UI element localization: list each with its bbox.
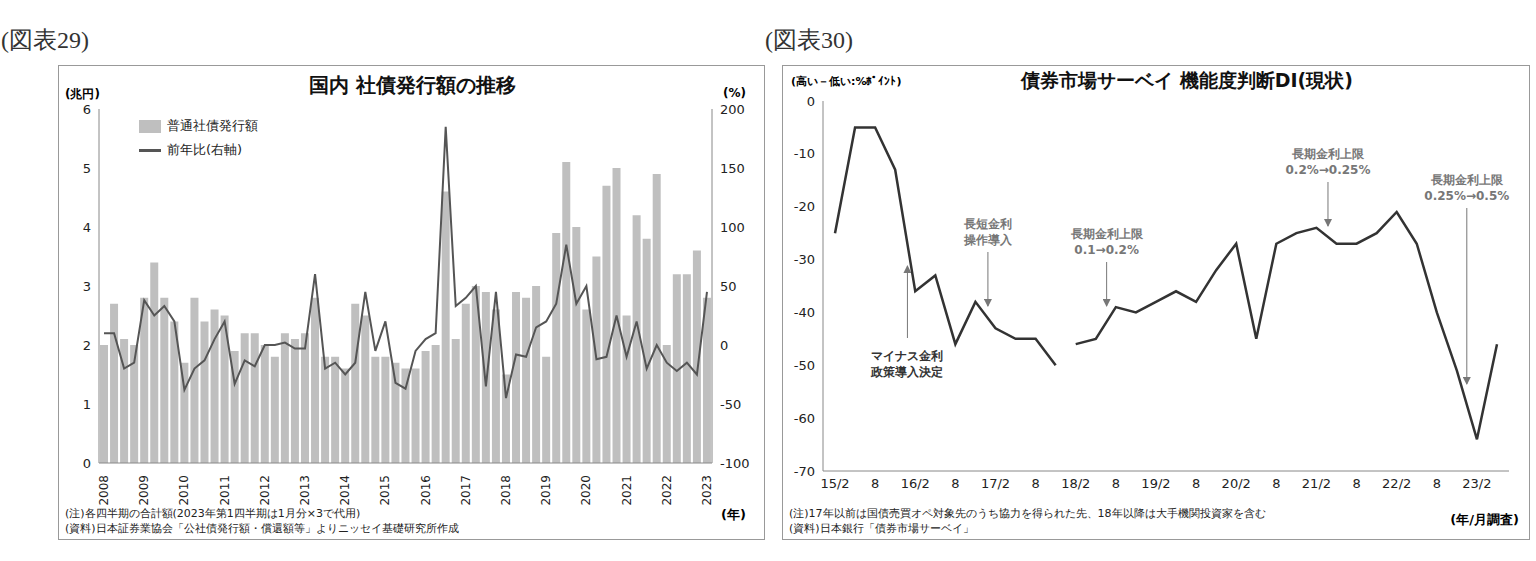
- html-text:(年): (年): [721, 507, 746, 522]
- svg-text:長期金利上限: 長期金利上限: [1430, 173, 1504, 187]
- svg-text:21/2: 21/2: [1302, 476, 1331, 491]
- svg-text:2: 2: [83, 338, 91, 353]
- svg-text:政策導入決定: 政策導入決定: [870, 365, 943, 379]
- svg-text:8: 8: [1272, 476, 1280, 491]
- svg-text:2014: 2014: [338, 475, 352, 506]
- svg-text:0.1→0.2%: 0.1→0.2%: [1074, 243, 1139, 257]
- html-text:(図表29): (図表29): [1, 27, 89, 53]
- svg-text:2009: 2009: [137, 475, 151, 506]
- svg-text:8: 8: [871, 476, 879, 491]
- svg-text:2017: 2017: [459, 475, 473, 506]
- svg-text:22/2: 22/2: [1382, 476, 1411, 491]
- svg-text:マイナス金利: マイナス金利: [871, 349, 943, 363]
- svg-text:2011: 2011: [218, 475, 232, 506]
- svg-text:3: 3: [83, 279, 91, 294]
- svg-text:18/2: 18/2: [1061, 476, 1090, 491]
- svg-text:150: 150: [720, 161, 745, 176]
- svg-text:50: 50: [720, 279, 737, 294]
- svg-text:23/2: 23/2: [1462, 476, 1491, 491]
- svg-text:8: 8: [1031, 476, 1039, 491]
- svg-text:8: 8: [1192, 476, 1200, 491]
- svg-text:長短金利: 長短金利: [963, 217, 1012, 231]
- svg-text:20/2: 20/2: [1222, 476, 1251, 491]
- svg-text:5: 5: [83, 161, 91, 176]
- svg-text:-100: -100: [720, 456, 750, 471]
- html-text:(注)17年以前は国債売買オペ対象先のうち協力を得られた先、: (注)17年以前は国債売買オペ対象先のうち協力を得られた先、18年以降は大手機関…: [789, 507, 1266, 520]
- html-text:前年比(右軸): 前年比(右軸): [167, 142, 243, 157]
- svg-text:0.25%→0.5%: 0.25%→0.5%: [1424, 189, 1509, 203]
- svg-text:0: 0: [720, 338, 728, 353]
- html-text:国内 社債発行額の推移: 国内 社債発行額の推移: [309, 73, 516, 97]
- html-text:(図表30): (図表30): [765, 27, 853, 53]
- svg-text:操作導入: 操作導入: [963, 233, 1013, 247]
- svg-text:-60: -60: [794, 411, 815, 426]
- svg-text:17/2: 17/2: [981, 476, 1010, 491]
- svg-text:6: 6: [83, 102, 91, 117]
- svg-text:2008: 2008: [97, 475, 111, 506]
- svg-text:-50: -50: [794, 358, 815, 373]
- svg-text:19/2: 19/2: [1141, 476, 1170, 491]
- html-text:(年/月調査): (年/月調査): [1450, 512, 1519, 527]
- html-text:(資料)日本証券業協会「公社債発行額・償還額等」よりニッセイ: (資料)日本証券業協会「公社債発行額・償還額等」よりニッセイ基礎研究所作成: [65, 522, 459, 535]
- svg-text:2022: 2022: [660, 475, 674, 506]
- svg-text:2013: 2013: [298, 475, 312, 506]
- svg-text:0.2%→0.25%: 0.2%→0.25%: [1285, 163, 1370, 177]
- svg-text:1: 1: [83, 397, 91, 412]
- html-text:債券市場サーベイ 機能度判断DI(現状): 債券市場サーベイ 機能度判断DI(現状): [1021, 69, 1353, 91]
- svg-text:8: 8: [1433, 476, 1441, 491]
- svg-text:-30: -30: [794, 252, 815, 267]
- svg-text:長期金利上限: 長期金利上限: [1291, 147, 1365, 161]
- svg-text:2021: 2021: [620, 475, 634, 506]
- svg-text:長期金利上限: 長期金利上限: [1070, 227, 1144, 241]
- svg-text:-40: -40: [794, 305, 815, 320]
- svg-text:8: 8: [1112, 476, 1120, 491]
- html-text:(高い－低い:%ﾎﾟｲﾝﾄ): (高い－低い:%ﾎﾟｲﾝﾄ): [791, 75, 902, 88]
- svg-text:200: 200: [720, 102, 745, 117]
- svg-text:2016: 2016: [419, 475, 433, 506]
- svg-text:2019: 2019: [539, 475, 553, 506]
- svg-text:-10: -10: [794, 146, 815, 161]
- svg-text:-20: -20: [794, 199, 815, 214]
- svg-text:2023: 2023: [700, 475, 714, 506]
- svg-text:-50: -50: [720, 397, 741, 412]
- svg-text:2012: 2012: [258, 475, 272, 506]
- svg-text:-70: -70: [794, 464, 815, 479]
- svg-text:2015: 2015: [378, 475, 392, 506]
- svg-text:0: 0: [83, 456, 91, 471]
- svg-text:4: 4: [83, 220, 91, 235]
- html-text:(資料)日本銀行「債券市場サーベイ」: (資料)日本銀行「債券市場サーベイ」: [789, 522, 974, 535]
- svg-text:16/2: 16/2: [901, 476, 930, 491]
- svg-text:15/2: 15/2: [820, 476, 849, 491]
- svg-text:0: 0: [807, 94, 815, 109]
- svg-text:2020: 2020: [579, 475, 593, 506]
- svg-text:8: 8: [951, 476, 959, 491]
- html-text:(兆円): (兆円): [65, 87, 100, 101]
- svg-text:2010: 2010: [177, 475, 191, 506]
- svg-text:2018: 2018: [499, 475, 513, 506]
- svg-text:100: 100: [720, 220, 745, 235]
- html-text:普通社債発行額: 普通社債発行額: [167, 118, 258, 133]
- svg-text:8: 8: [1352, 476, 1360, 491]
- html-text:(注)各四半期の合計額(2023年第1四半期は1月分×3で代: (注)各四半期の合計額(2023年第1四半期は1月分×3で代用): [65, 507, 361, 520]
